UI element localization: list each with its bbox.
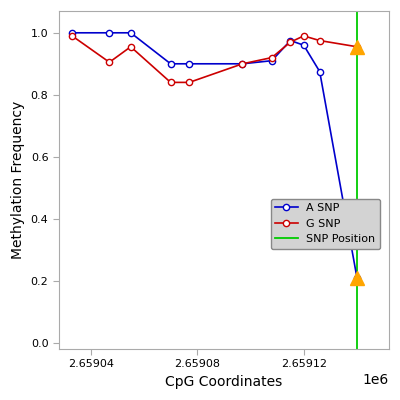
Y-axis label: Methylation Frequency: Methylation Frequency: [11, 101, 25, 259]
Legend: A SNP, G SNP, SNP Position: A SNP, G SNP, SNP Position: [271, 199, 380, 249]
X-axis label: CpG Coordinates: CpG Coordinates: [165, 375, 282, 389]
